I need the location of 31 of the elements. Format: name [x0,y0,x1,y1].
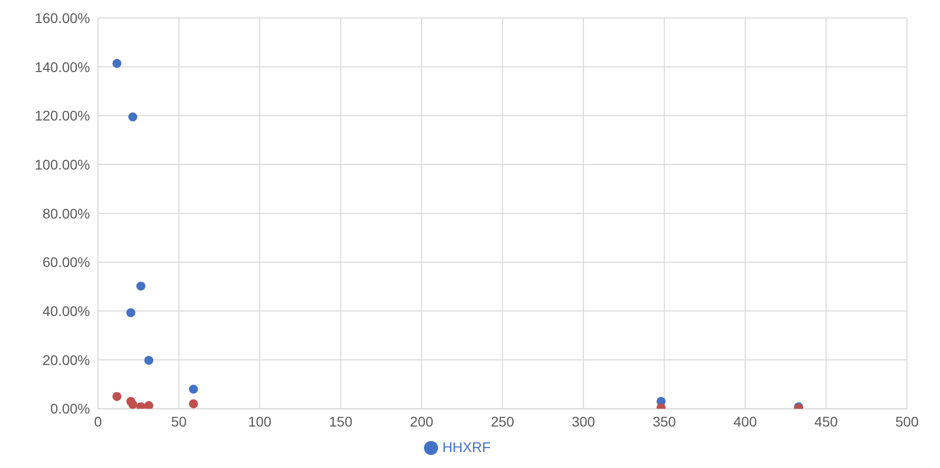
x-tick-label: 350 [652,414,676,430]
x-tick-label: 400 [734,414,758,430]
y-tick-label: 20.00% [42,352,90,368]
y-tick-label: 80.00% [42,205,90,222]
point [128,400,138,409]
point [188,384,198,394]
point [144,401,154,409]
point [126,308,136,318]
y-tick-label: 40.00% [42,302,90,319]
point [136,282,146,291]
point [112,392,122,401]
x-tick-label: 100 [248,414,272,430]
y-tick-label: 60.00% [42,254,90,270]
x-tick-label: 250 [490,414,514,430]
point [128,112,138,122]
point [144,356,154,365]
y-tick-label: 120.00% [34,108,90,124]
x-tick-label: 450 [814,414,838,430]
x-tick-label: 150 [329,414,353,430]
x-tick-label: 200 [410,414,434,430]
y-tick-label: 160.00% [34,10,90,26]
x-tick-label: 500 [895,414,919,430]
y-tick-label: 100.00% [34,156,90,172]
y-tick-label: 140.00% [34,58,90,75]
x-tick-label: 300 [572,414,596,430]
y-tick-label: 0.00% [50,400,90,417]
point [112,58,122,68]
x-tick-label: 0 [94,414,102,430]
x-tick-label: 50 [171,414,187,430]
legend-label: HHXRF [442,438,491,455]
point [188,399,198,408]
